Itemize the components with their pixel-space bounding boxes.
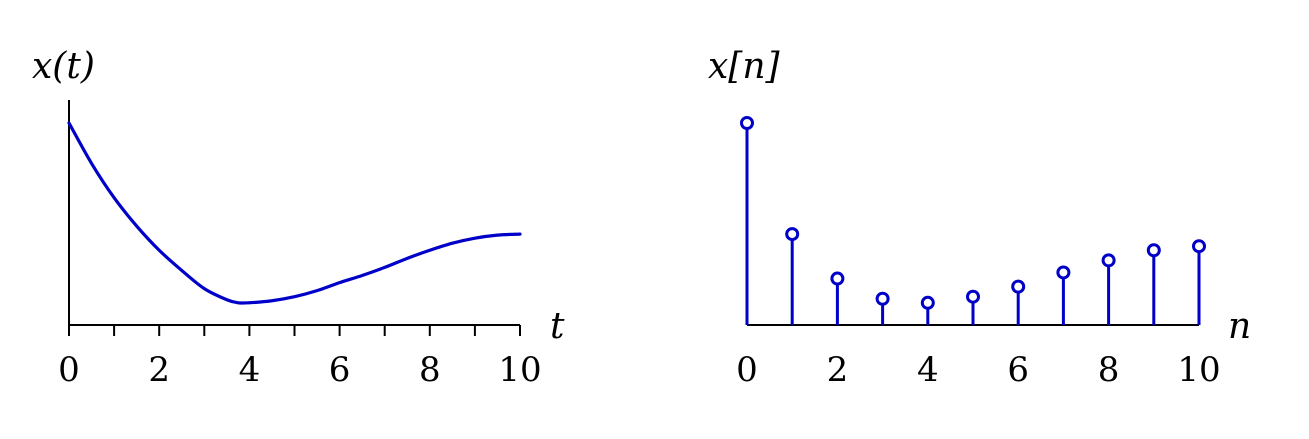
x-tick-label: 4: [917, 350, 939, 390]
x-tick-label: 8: [419, 350, 441, 390]
y-axis-label: x[n]: [708, 46, 781, 87]
x-tick-label: 0: [736, 350, 758, 390]
stem-marker: [1192, 239, 1206, 254]
x-tick-label: 6: [1007, 350, 1029, 390]
x-tick-label: 6: [329, 350, 351, 390]
stem-marker: [1056, 265, 1071, 280]
stem-marker: [1101, 253, 1116, 268]
stem-marker: [740, 116, 754, 130]
continuous-signal-panel: x(t) t 0 2 4 6 8 10: [32, 46, 565, 390]
x-tick-label: 10: [498, 350, 541, 390]
stem-marker: [920, 295, 935, 310]
x-axis-label: t: [550, 306, 565, 347]
discrete-signal-panel: x[n] n 0 2 4 6 8 10: [708, 46, 1251, 390]
x-tick-label: 8: [1098, 350, 1120, 390]
stem-marker: [1146, 243, 1161, 258]
y-axis-label: x(t): [32, 46, 95, 87]
x-tick-label: 2: [827, 350, 849, 390]
x-axis-label: n: [1228, 306, 1251, 347]
stem-marker: [966, 289, 980, 304]
x-tick-label: 4: [239, 350, 261, 390]
x-tick-label: 0: [58, 350, 80, 390]
stem-marker: [1011, 279, 1026, 294]
x-tick-label: 10: [1177, 350, 1220, 390]
x-tick-label: 2: [148, 350, 170, 390]
stem-marker: [830, 271, 845, 286]
stem-marker: [875, 291, 890, 306]
signal-curve: [67, 121, 522, 305]
stem-marker: [785, 227, 800, 242]
